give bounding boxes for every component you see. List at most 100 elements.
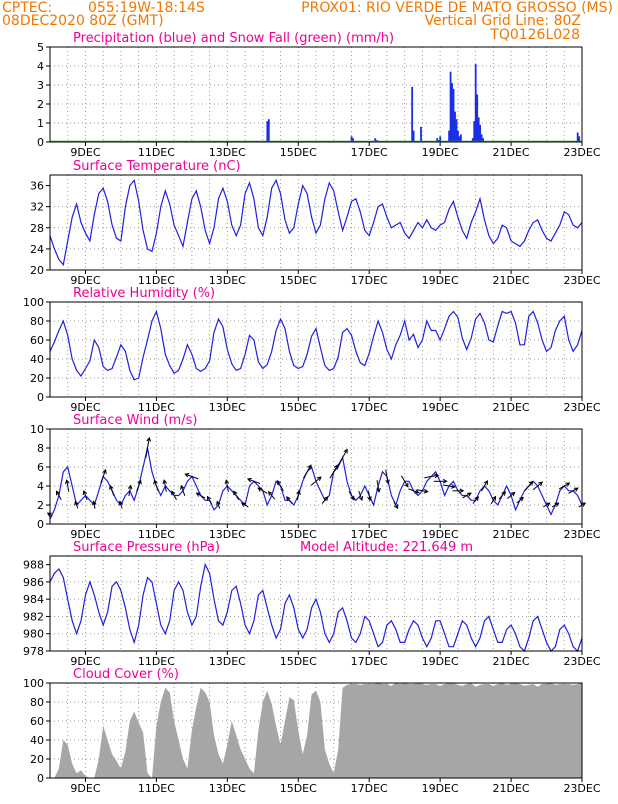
wind-arrow — [46, 512, 53, 517]
wind-arrow-shaft — [400, 475, 409, 488]
temperature-series-line — [49, 178, 583, 267]
wind-arrow — [452, 488, 465, 494]
wind-arrow — [184, 473, 199, 480]
wind-arrow-head — [180, 484, 185, 490]
precip-ytick-label: 4 — [37, 60, 44, 73]
wind-arrow-shaft — [74, 501, 79, 509]
wind-arrow-head — [241, 502, 246, 507]
wind-arrow-head — [483, 479, 488, 485]
wind-panel: Surface Wind (m/s) 0 2 4 6 8 10 9DEC 11DEC 13DEC 1… — [30, 413, 601, 541]
wind-arrow — [400, 475, 409, 488]
wind-arrow-head — [55, 490, 61, 496]
header-model-code: TQ0126L028 — [489, 27, 580, 43]
precip-bar — [471, 138, 474, 142]
wind-arrow-head — [307, 464, 312, 470]
wind-arrow-head — [153, 479, 158, 485]
wind-arrow-shaft — [56, 491, 62, 500]
wind-arrow — [91, 500, 97, 509]
wind-arrow — [516, 496, 525, 504]
wind-arrow — [532, 481, 544, 491]
wind-arrow-shaft — [153, 480, 159, 492]
pressure-ytick-label: 978 — [23, 645, 44, 658]
wind-arrow — [358, 490, 364, 501]
wind-ytick-label: 6 — [37, 461, 44, 474]
temperature-xtick-label: 23DEC — [563, 274, 600, 287]
cloud-xtick-label: 13DEC — [209, 782, 246, 795]
wind-arrow-shaft — [93, 501, 96, 509]
wind-ytick-label: 2 — [37, 499, 44, 512]
pressure-ytick-label: 986 — [23, 576, 44, 589]
precip-bar — [458, 136, 461, 142]
wind-arrow — [216, 500, 221, 509]
cloud-xtick-label: 19DEC — [422, 782, 459, 795]
wind-arrow-head — [233, 490, 238, 496]
wind-arrow — [462, 492, 472, 499]
wind-arrow-shaft — [128, 485, 132, 497]
wind-arrow — [424, 473, 440, 479]
wind-arrow-shaft — [462, 492, 472, 499]
temperature-xtick-label: 11DEC — [138, 274, 175, 287]
wind-arrow — [433, 478, 448, 484]
wind-arrow-head — [385, 479, 390, 485]
wind-arrow-shaft — [393, 501, 399, 509]
wind-arrows — [46, 436, 587, 517]
wind-arrow — [568, 487, 579, 494]
cloud-area — [50, 683, 582, 778]
wind-arrow-head — [510, 491, 516, 497]
wind-arrow-head — [423, 488, 429, 494]
wind-arrow — [543, 502, 551, 508]
wind-arrow — [558, 482, 571, 490]
pressure-title: Surface Pressure (hPa) — [73, 540, 220, 555]
precip-xtick-label: 13DEC — [209, 146, 246, 159]
wind-arrow-shaft — [216, 501, 221, 509]
wind-arrow-head — [554, 502, 560, 507]
wind-xtick-label: 21DEC — [493, 528, 530, 541]
wind-arrow-shaft — [296, 490, 300, 501]
wind-arrow-head — [501, 490, 506, 496]
cloud-ytick-label: 40 — [30, 734, 44, 747]
humidity-xtick-label: 13DEC — [209, 401, 246, 414]
precip-bar — [460, 134, 462, 142]
wind-arrow-shaft — [367, 490, 371, 501]
wind-arrow-head — [82, 490, 88, 495]
humidity-xtick-label: 23DEC — [563, 401, 600, 414]
precip-bar — [411, 86, 414, 142]
temperature-xtick-label: 15DEC — [280, 274, 317, 287]
wind-xtick-label: 17DEC — [351, 528, 388, 541]
wind-arrow — [127, 484, 133, 497]
wind-arrow-head — [224, 479, 230, 485]
wind-arrow — [195, 492, 206, 499]
wind-arrow-head — [206, 495, 212, 501]
wind-arrow-shaft — [241, 502, 249, 508]
pressure-xtick-label: 17DEC — [351, 655, 388, 668]
wind-arrow-shaft — [310, 476, 322, 486]
wind-arrow-shaft — [225, 480, 229, 492]
wind-arrow — [348, 491, 355, 501]
wind-arrow-head — [246, 477, 252, 483]
wind-arrow-head — [343, 448, 348, 454]
wind-arrow-head — [162, 479, 168, 485]
wind-arrow-head — [286, 496, 291, 502]
header-source: CPTEC: — [2, 0, 52, 16]
pressure-xtick-label: 11DEC — [138, 655, 175, 668]
cloud-ytick-label: 80 — [30, 696, 44, 709]
wind-arrow-head — [323, 496, 329, 502]
wind-arrow-head — [466, 492, 472, 497]
header-location: PROX01: RIO VERDE DE MATO GROSSO (MS) — [301, 0, 613, 16]
precip-xtick-label: 21DEC — [493, 146, 530, 159]
wind-arrow — [224, 479, 230, 492]
humidity-xtick-label: 17DEC — [351, 401, 388, 414]
precip-bar — [412, 130, 415, 142]
wind-arrow — [171, 490, 177, 500]
temperature-title: Surface Temperature (nC) — [73, 159, 241, 174]
wind-arrow-head — [519, 496, 525, 502]
wind-arrow-head — [195, 492, 201, 497]
wind-title: Surface Wind (m/s) — [73, 413, 197, 428]
precip-xtick-label: 15DEC — [280, 146, 317, 159]
wind-arrow-shaft — [109, 485, 115, 496]
header-coords: 055:19W-18:14S — [88, 0, 205, 16]
precip-xtick-label: 9DEC — [70, 146, 100, 159]
wind-arrow-shaft — [302, 464, 312, 479]
wind-arrow-shaft — [481, 480, 488, 492]
wind-arrow-head — [184, 473, 190, 478]
